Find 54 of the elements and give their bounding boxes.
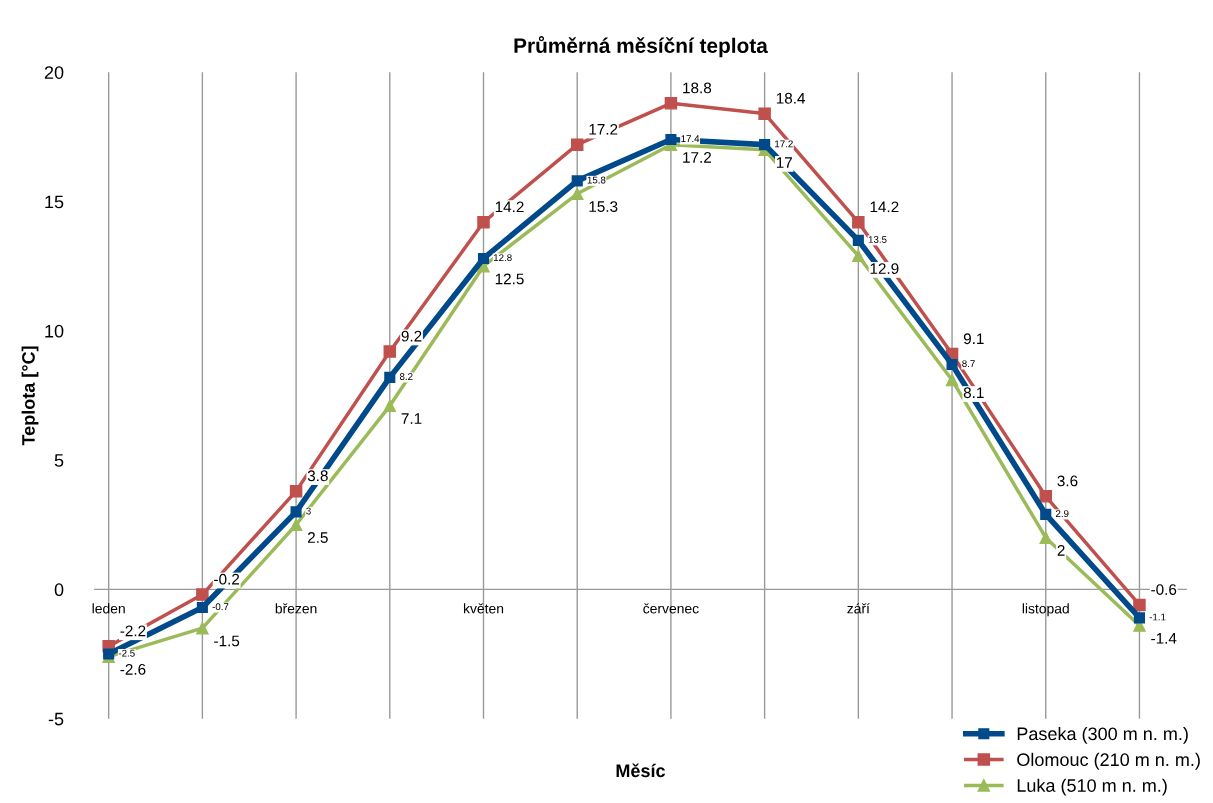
- data-label: -1.4: [1151, 633, 1177, 644]
- data-label: 7.1: [401, 413, 422, 424]
- data-label: -1.1: [1149, 613, 1166, 621]
- y-tick-label: 20: [44, 66, 64, 79]
- data-label: 2.9: [1055, 510, 1069, 518]
- y-tick-label: 5: [54, 454, 64, 467]
- data-label: 12.8: [493, 254, 512, 262]
- data-label: 8.7: [962, 360, 975, 368]
- x-tick-label: leden: [92, 603, 125, 614]
- legend-label: Olomouc (210 m n. m.): [1017, 752, 1200, 770]
- chart-title: Průměrná měsíční teplota: [514, 36, 768, 58]
- x-axis-title: Měsíc: [616, 763, 666, 778]
- legend-label: Paseka (300 m n. m.): [1017, 726, 1188, 744]
- y-tick-label: 0: [54, 583, 64, 597]
- data-label: 3.6: [1057, 475, 1078, 487]
- data-label: 14.2: [495, 201, 524, 213]
- data-label: -2.5: [118, 649, 135, 657]
- data-label: 2.5: [307, 532, 328, 543]
- data-label: -0.7: [212, 603, 229, 611]
- data-label: 12.9: [870, 263, 899, 275]
- data-label: -2.6: [120, 663, 146, 675]
- data-label: 17.2: [683, 152, 711, 163]
- data-label: 17.4: [681, 135, 700, 143]
- data-label: -2.2: [120, 625, 146, 637]
- data-label: 18.4: [776, 92, 806, 104]
- x-tick-label: listopad: [1022, 603, 1069, 617]
- y-tick-label: 10: [45, 324, 64, 338]
- data-label: 3.8: [307, 470, 328, 482]
- data-label: 17.2: [589, 123, 618, 135]
- x-tick-label: září: [847, 603, 870, 614]
- data-label: 12.5: [495, 273, 524, 285]
- data-label: 13.5: [868, 236, 887, 243]
- data-label: 9.2: [401, 330, 422, 342]
- data-label: -0.6: [1151, 584, 1177, 595]
- data-label: 9.1: [963, 333, 984, 345]
- data-label: 3: [306, 507, 311, 515]
- y-tick-label: -5: [48, 712, 64, 726]
- data-label: 15.8: [587, 176, 606, 184]
- data-label: -0.2: [214, 573, 240, 585]
- data-label: 18.8: [683, 82, 712, 94]
- legend-label: Luka (510 m n. m.): [1017, 778, 1167, 796]
- y-tick-label: 15: [45, 195, 64, 209]
- x-tick-label: červenec: [643, 603, 699, 614]
- data-label: 8.2: [399, 373, 413, 380]
- data-label: 8.1: [963, 387, 984, 399]
- x-tick-label: březen: [275, 603, 317, 614]
- data-label: 2: [1057, 545, 1065, 556]
- data-label: 15.3: [589, 201, 618, 212]
- y-axis-title: Teplota [°C]: [21, 346, 39, 446]
- data-label: 17: [776, 157, 792, 168]
- data-label: -1.5: [214, 635, 240, 647]
- x-tick-label: květen: [463, 603, 504, 614]
- data-label: 17.2: [775, 140, 793, 148]
- data-label: 14.2: [870, 201, 899, 213]
